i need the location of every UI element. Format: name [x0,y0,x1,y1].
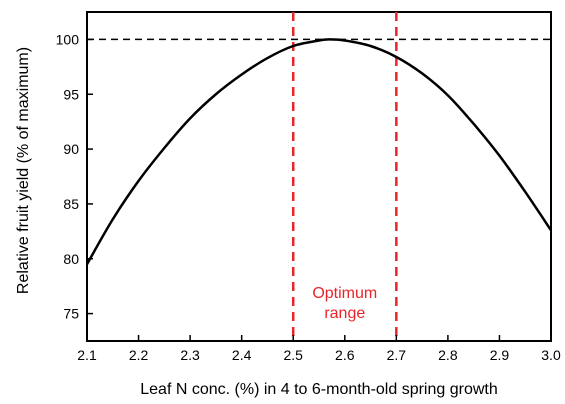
y-tick-label: 80 [63,251,79,267]
x-tick-label: 2.8 [438,347,458,363]
x-tick-label: 2.2 [129,347,149,363]
x-tick-label: 2.9 [490,347,510,363]
x-tick-label: 2.3 [180,347,200,363]
series-layer [85,38,553,265]
x-axis-title: Leaf N conc. (%) in 4 to 6-month-old spr… [140,381,498,398]
y-tick-label: 75 [63,306,79,322]
plot-frame [86,11,552,342]
x-axis: 2.1 2.2 2.3 2.4 2.5 2.6 2.7 2.8 2.9 3.0 [77,335,561,363]
x-tick-label: 2.5 [283,347,303,363]
y-axis: 75 80 85 90 95 100 [56,31,93,322]
x-tick-label: 3.0 [541,347,561,363]
y-tick-label: 100 [56,31,80,47]
x-tick-label: 2.1 [77,347,97,363]
plot-area: Optimum range [85,11,553,342]
x-tick-label: 2.7 [387,347,407,363]
annotation-text: range [324,305,365,322]
x-tick-label: 2.6 [335,347,355,363]
y-tick-label: 85 [63,196,79,212]
y-axis-title: Relative fruit yield (% of maximum) [15,47,32,294]
y-tick-label: 90 [63,141,79,157]
series-line [85,38,553,265]
x-tick-label: 2.4 [232,347,252,363]
annotations: Optimum range [312,285,377,322]
annotation-text: Optimum [312,285,377,302]
y-tick-label: 95 [63,86,79,102]
